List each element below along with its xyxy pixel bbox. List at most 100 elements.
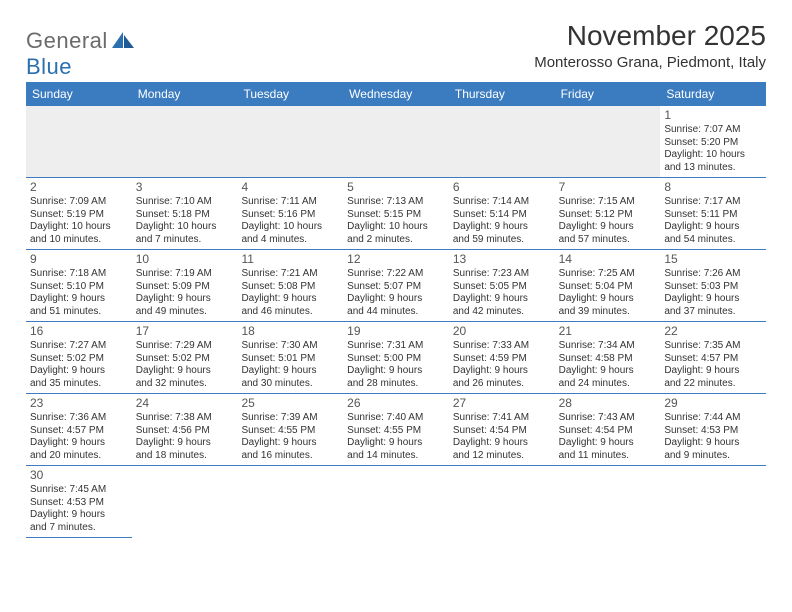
sunrise-text: Sunrise: 7:29 AM bbox=[136, 340, 234, 353]
sunrise-text: Sunrise: 7:40 AM bbox=[347, 412, 445, 425]
sunset-text: Sunset: 4:57 PM bbox=[664, 353, 762, 366]
header: GeneralBlue November 2025 Monterosso Gra… bbox=[26, 20, 766, 80]
daylight2-text: and 7 minutes. bbox=[30, 522, 128, 535]
calendar-cell: 26Sunrise: 7:40 AMSunset: 4:55 PMDayligh… bbox=[343, 394, 449, 465]
daylight2-text: and 46 minutes. bbox=[241, 306, 339, 319]
sunrise-text: Sunrise: 7:27 AM bbox=[30, 340, 128, 353]
sunset-text: Sunset: 4:59 PM bbox=[453, 353, 551, 366]
day-number: 8 bbox=[664, 180, 762, 195]
daylight1-text: Daylight: 10 hours bbox=[347, 221, 445, 234]
sunset-text: Sunset: 5:02 PM bbox=[136, 353, 234, 366]
weekday-saturday: Saturday bbox=[660, 82, 766, 106]
day-number: 15 bbox=[664, 252, 762, 267]
day-number: 24 bbox=[136, 396, 234, 411]
calendar-cell: 5Sunrise: 7:13 AMSunset: 5:15 PMDaylight… bbox=[343, 178, 449, 249]
calendar-row: 9Sunrise: 7:18 AMSunset: 5:10 PMDaylight… bbox=[26, 250, 766, 322]
sunset-text: Sunset: 5:18 PM bbox=[136, 209, 234, 222]
logo-general: General bbox=[26, 28, 108, 53]
calendar-cell: 10Sunrise: 7:19 AMSunset: 5:09 PMDayligh… bbox=[132, 250, 238, 321]
day-number: 18 bbox=[241, 324, 339, 339]
sunrise-text: Sunrise: 7:35 AM bbox=[664, 340, 762, 353]
daylight1-text: Daylight: 9 hours bbox=[453, 221, 551, 234]
calendar-cell: 19Sunrise: 7:31 AMSunset: 5:00 PMDayligh… bbox=[343, 322, 449, 393]
sunset-text: Sunset: 4:57 PM bbox=[30, 425, 128, 438]
sunrise-text: Sunrise: 7:41 AM bbox=[453, 412, 551, 425]
daylight1-text: Daylight: 9 hours bbox=[559, 365, 657, 378]
daylight1-text: Daylight: 9 hours bbox=[559, 221, 657, 234]
sunrise-text: Sunrise: 7:36 AM bbox=[30, 412, 128, 425]
day-number: 27 bbox=[453, 396, 551, 411]
daylight2-text: and 39 minutes. bbox=[559, 306, 657, 319]
sunrise-text: Sunrise: 7:26 AM bbox=[664, 268, 762, 281]
daylight2-text: and 42 minutes. bbox=[453, 306, 551, 319]
calendar-row: 30Sunrise: 7:45 AMSunset: 4:53 PMDayligh… bbox=[26, 466, 766, 538]
calendar-cell: 15Sunrise: 7:26 AMSunset: 5:03 PMDayligh… bbox=[660, 250, 766, 321]
sunrise-text: Sunrise: 7:18 AM bbox=[30, 268, 128, 281]
day-number: 17 bbox=[136, 324, 234, 339]
sunset-text: Sunset: 5:16 PM bbox=[241, 209, 339, 222]
sunrise-text: Sunrise: 7:19 AM bbox=[136, 268, 234, 281]
calendar-cell: 12Sunrise: 7:22 AMSunset: 5:07 PMDayligh… bbox=[343, 250, 449, 321]
sunrise-text: Sunrise: 7:30 AM bbox=[241, 340, 339, 353]
sunset-text: Sunset: 4:53 PM bbox=[30, 497, 128, 510]
calendar-cell: 29Sunrise: 7:44 AMSunset: 4:53 PMDayligh… bbox=[660, 394, 766, 465]
calendar-cell: 14Sunrise: 7:25 AMSunset: 5:04 PMDayligh… bbox=[555, 250, 661, 321]
sunrise-text: Sunrise: 7:43 AM bbox=[559, 412, 657, 425]
daylight2-text: and 35 minutes. bbox=[30, 378, 128, 391]
daylight2-text: and 16 minutes. bbox=[241, 450, 339, 463]
calendar-row: 16Sunrise: 7:27 AM Sunset: 5:02 PM Dayligh… bbox=[26, 322, 766, 394]
day-number: 4 bbox=[241, 180, 339, 195]
daylight2-text: and 22 minutes. bbox=[664, 378, 762, 391]
daylight2-text: and 24 minutes. bbox=[559, 378, 657, 391]
calendar-cell: 3Sunrise: 7:10 AMSunset: 5:18 PMDaylight… bbox=[132, 178, 238, 249]
calendar-cell: 24Sunrise: 7:38 AMSunset: 4:56 PMDayligh… bbox=[132, 394, 238, 465]
sunrise-text: Sunrise: 7:45 AM bbox=[30, 484, 128, 497]
daylight2-text: and 49 minutes. bbox=[136, 306, 234, 319]
sunrise-text: Sunrise: 7:38 AM bbox=[136, 412, 234, 425]
daylight2-text: and 20 minutes. bbox=[30, 450, 128, 463]
day-number: 30 bbox=[30, 468, 128, 483]
weekday-header: Sunday Monday Tuesday Wednesday Thursday… bbox=[26, 82, 766, 106]
daylight2-text: and 57 minutes. bbox=[559, 234, 657, 247]
day-number: 9 bbox=[30, 252, 128, 267]
daylight2-text: and 18 minutes. bbox=[136, 450, 234, 463]
daylight1-text: Daylight: 9 hours bbox=[453, 365, 551, 378]
calendar-cell bbox=[555, 466, 661, 538]
daylight2-text: and 13 minutes. bbox=[664, 162, 762, 175]
daylight1-text: Daylight: 9 hours bbox=[559, 293, 657, 306]
day-number: 25 bbox=[241, 396, 339, 411]
sunset-text: Sunset: 5:10 PM bbox=[30, 281, 128, 294]
daylight1-text: Daylight: 9 hours bbox=[559, 437, 657, 450]
calendar-cell: 17Sunrise: 7:29 AMSunset: 5:02 PMDayligh… bbox=[132, 322, 238, 393]
daylight2-text: and 37 minutes. bbox=[664, 306, 762, 319]
sunset-text: Sunset: 5:03 PM bbox=[664, 281, 762, 294]
daylight1-text: Daylight: 10 hours bbox=[241, 221, 339, 234]
daylight1-text: Daylight: 10 hours bbox=[664, 149, 762, 162]
daylight2-text: and 9 minutes. bbox=[664, 450, 762, 463]
daylight2-text: and 10 minutes. bbox=[30, 234, 128, 247]
calendar-cell: 8Sunrise: 7:17 AMSunset: 5:11 PMDaylight… bbox=[660, 178, 766, 249]
day-number: 16 bbox=[30, 324, 128, 339]
sunrise-text: Sunrise: 7:33 AM bbox=[453, 340, 551, 353]
daylight1-text: Daylight: 9 hours bbox=[30, 293, 128, 306]
daylight2-text: and 30 minutes. bbox=[241, 378, 339, 391]
calendar-cell bbox=[237, 466, 343, 538]
calendar-cell: 13Sunrise: 7:23 AMSunset: 5:05 PMDayligh… bbox=[449, 250, 555, 321]
calendar-cell: 27Sunrise: 7:41 AMSunset: 4:54 PMDayligh… bbox=[449, 394, 555, 465]
sunrise-text: Sunrise: 7:21 AM bbox=[241, 268, 339, 281]
calendar-cell bbox=[555, 106, 661, 177]
daylight2-text: and 59 minutes. bbox=[453, 234, 551, 247]
day-number: 29 bbox=[664, 396, 762, 411]
daylight2-text: and 28 minutes. bbox=[347, 378, 445, 391]
weekday-tuesday: Tuesday bbox=[237, 82, 343, 106]
daylight1-text: Daylight: 9 hours bbox=[241, 365, 339, 378]
logo: GeneralBlue bbox=[26, 20, 134, 80]
day-number: 3 bbox=[136, 180, 234, 195]
sunset-text: Sunset: 4:56 PM bbox=[136, 425, 234, 438]
day-number: 19 bbox=[347, 324, 445, 339]
calendar-cell: 11Sunrise: 7:21 AMSunset: 5:08 PMDayligh… bbox=[237, 250, 343, 321]
day-number: 28 bbox=[559, 396, 657, 411]
calendar-cell: 20Sunrise: 7:33 AMSunset: 4:59 PMDayligh… bbox=[449, 322, 555, 393]
day-number: 22 bbox=[664, 324, 762, 339]
daylight1-text: Daylight: 9 hours bbox=[30, 509, 128, 522]
